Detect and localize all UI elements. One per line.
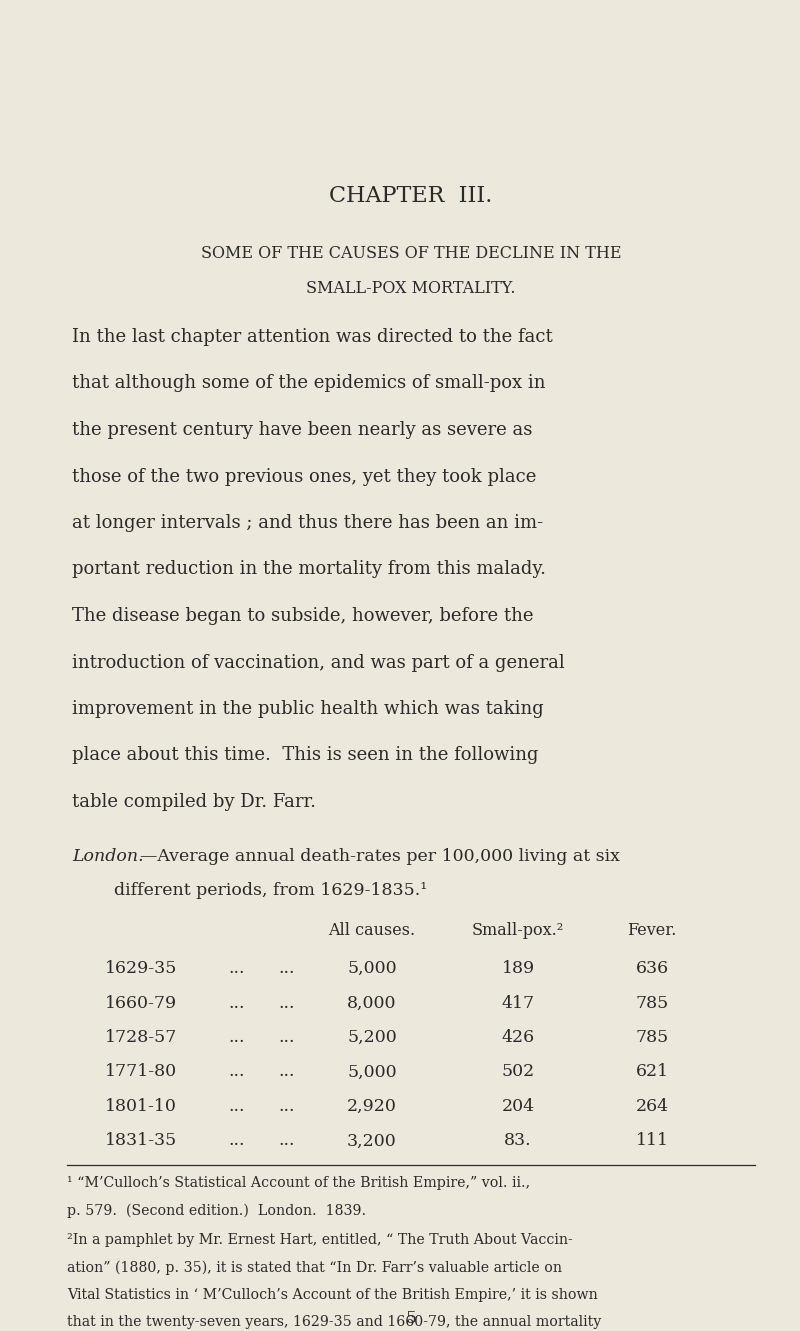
Text: that in the twenty-seven years, 1629-35 and 1660-79, the annual mortality: that in the twenty-seven years, 1629-35 … bbox=[67, 1315, 602, 1330]
Text: 5,000: 5,000 bbox=[347, 1063, 397, 1081]
Text: Vital Statistics in ‘ M’Culloch’s Account of the British Empire,’ it is shown: Vital Statistics in ‘ M’Culloch’s Accoun… bbox=[67, 1288, 598, 1302]
Text: introduction of vaccination, and was part of a general: introduction of vaccination, and was par… bbox=[72, 654, 565, 672]
Text: The disease began to subside, however, before the: The disease began to subside, however, b… bbox=[72, 607, 534, 626]
Text: ...: ... bbox=[278, 1098, 294, 1115]
Text: those of the two previous ones, yet they took place: those of the two previous ones, yet they… bbox=[72, 467, 536, 486]
Text: that although some of the epidemics of small-pox in: that although some of the epidemics of s… bbox=[72, 374, 546, 393]
Text: p. 579.  (Second edition.)  London.  1839.: p. 579. (Second edition.) London. 1839. bbox=[67, 1205, 366, 1218]
Text: —Average annual death-rates per 100,000 living at six: —Average annual death-rates per 100,000 … bbox=[140, 848, 620, 865]
Text: 264: 264 bbox=[635, 1098, 669, 1115]
Text: improvement in the public health which was taking: improvement in the public health which w… bbox=[72, 700, 544, 717]
Text: 417: 417 bbox=[502, 994, 534, 1012]
Text: ...: ... bbox=[228, 1133, 245, 1150]
Text: 1771-80: 1771-80 bbox=[105, 1063, 177, 1081]
Text: In the last chapter attention was directed to the fact: In the last chapter attention was direct… bbox=[72, 327, 553, 346]
Text: ...: ... bbox=[228, 1063, 245, 1081]
Text: at longer intervals ; and thus there has been an im-: at longer intervals ; and thus there has… bbox=[72, 514, 543, 532]
Text: different periods, from 1629-1835.¹: different periods, from 1629-1835.¹ bbox=[114, 882, 427, 898]
Text: Fever.: Fever. bbox=[627, 922, 677, 938]
Text: ...: ... bbox=[278, 1029, 294, 1046]
Text: SMALL-POX MORTALITY.: SMALL-POX MORTALITY. bbox=[306, 280, 516, 297]
Text: ¹ “M’Culloch’s Statistical Account of the British Empire,” vol. ii.,: ¹ “M’Culloch’s Statistical Account of th… bbox=[67, 1177, 530, 1190]
Text: 5,200: 5,200 bbox=[347, 1029, 397, 1046]
Text: ...: ... bbox=[278, 960, 294, 977]
Text: ²In a pamphlet by Mr. Ernest Hart, entitled, “ The Truth About Vaccin-: ²In a pamphlet by Mr. Ernest Hart, entit… bbox=[67, 1233, 573, 1247]
Text: portant reduction in the mortality from this malady.: portant reduction in the mortality from … bbox=[72, 560, 546, 579]
Text: 189: 189 bbox=[502, 960, 534, 977]
Text: 785: 785 bbox=[635, 1029, 669, 1046]
Text: SOME OF THE CAUSES OF THE DECLINE IN THE: SOME OF THE CAUSES OF THE DECLINE IN THE bbox=[201, 245, 622, 262]
Text: 8,000: 8,000 bbox=[347, 994, 397, 1012]
Text: ...: ... bbox=[278, 1133, 294, 1150]
Text: 426: 426 bbox=[502, 1029, 534, 1046]
Text: 1831-35: 1831-35 bbox=[105, 1133, 178, 1150]
Text: 1629-35: 1629-35 bbox=[105, 960, 178, 977]
Text: ...: ... bbox=[228, 994, 245, 1012]
Text: 5: 5 bbox=[406, 1310, 417, 1327]
Text: 1660-79: 1660-79 bbox=[105, 994, 177, 1012]
Text: ...: ... bbox=[228, 1029, 245, 1046]
Text: ...: ... bbox=[228, 960, 245, 977]
Text: All causes.: All causes. bbox=[329, 922, 415, 938]
Text: place about this time.  This is seen in the following: place about this time. This is seen in t… bbox=[72, 747, 538, 764]
Text: 636: 636 bbox=[635, 960, 669, 977]
Text: 1728-57: 1728-57 bbox=[105, 1029, 178, 1046]
Text: ...: ... bbox=[228, 1098, 245, 1115]
Text: 83.: 83. bbox=[504, 1133, 532, 1150]
Text: ...: ... bbox=[278, 1063, 294, 1081]
Text: ...: ... bbox=[278, 994, 294, 1012]
Text: 111: 111 bbox=[635, 1133, 669, 1150]
Text: ation” (1880, p. 35), it is stated that “In Dr. Farr’s valuable article on: ation” (1880, p. 35), it is stated that … bbox=[67, 1260, 562, 1275]
Text: 2,920: 2,920 bbox=[347, 1098, 397, 1115]
Text: the present century have been nearly as severe as: the present century have been nearly as … bbox=[72, 421, 532, 439]
Text: 502: 502 bbox=[502, 1063, 534, 1081]
Text: 204: 204 bbox=[502, 1098, 534, 1115]
Text: table compiled by Dr. Farr.: table compiled by Dr. Farr. bbox=[72, 793, 316, 811]
Text: Small-pox.²: Small-pox.² bbox=[472, 922, 564, 938]
Text: 621: 621 bbox=[635, 1063, 669, 1081]
Text: 1801-10: 1801-10 bbox=[105, 1098, 177, 1115]
Text: 5,000: 5,000 bbox=[347, 960, 397, 977]
Text: 3,200: 3,200 bbox=[347, 1133, 397, 1150]
Text: 785: 785 bbox=[635, 994, 669, 1012]
Text: CHAPTER  III.: CHAPTER III. bbox=[330, 185, 493, 208]
Text: London.: London. bbox=[72, 848, 144, 865]
